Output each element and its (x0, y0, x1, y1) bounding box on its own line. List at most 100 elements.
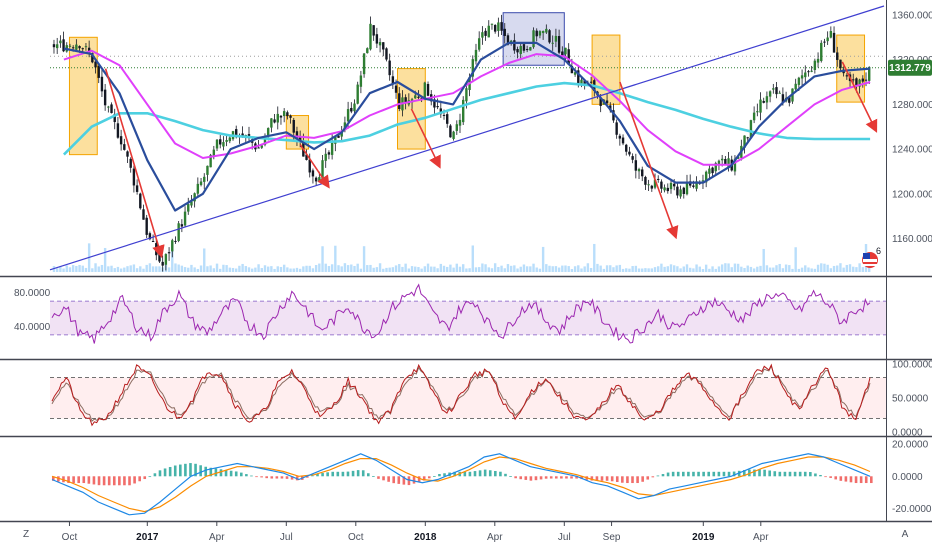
histogram-bar (824, 476, 827, 478)
volume-bar (327, 266, 331, 272)
histogram-bar (478, 470, 482, 477)
oscillator-line (51, 363, 871, 427)
hist-pane[interactable] (48, 438, 886, 520)
histogram-bar (52, 476, 55, 481)
volume-bar (174, 263, 177, 272)
volume-bar (644, 268, 647, 272)
price-tick-label: 1280.000 (892, 100, 932, 111)
candle-body (241, 133, 244, 137)
histogram-bar (290, 476, 294, 480)
candle-body (548, 30, 551, 43)
volume-bar (484, 264, 487, 272)
volume-bar (810, 268, 813, 272)
histogram-bar (758, 469, 761, 477)
histogram-bar (753, 469, 756, 477)
volume-bar (263, 265, 267, 272)
last-price-label: 1312.779 (889, 63, 931, 74)
volume-bar (727, 263, 730, 272)
histogram-bar (250, 475, 253, 477)
candle-body (564, 47, 567, 55)
candle-body (676, 186, 679, 196)
histogram-bar (163, 468, 167, 477)
candle-body (382, 42, 385, 50)
volume-bar (113, 268, 116, 272)
histogram-bar (554, 476, 558, 479)
candle-body (308, 159, 311, 173)
volume-bar (804, 265, 807, 272)
candle-body (580, 79, 583, 85)
histogram-bar (468, 471, 472, 477)
candle-body (337, 135, 340, 138)
volume-bar (781, 268, 785, 272)
candle-body (781, 94, 785, 103)
candle-body (778, 92, 781, 94)
auto-scale-button[interactable]: A (902, 529, 909, 540)
candle-body (171, 240, 174, 252)
volume-bar (768, 267, 772, 272)
oscillator-line (51, 283, 871, 344)
volume-bar (404, 263, 407, 272)
volume-bar (858, 263, 861, 272)
histogram-bar (676, 471, 680, 477)
volume-bar (126, 266, 129, 272)
volume-bar (736, 263, 740, 272)
candle-body (657, 178, 660, 180)
candle-body (353, 103, 356, 112)
osc2-pane[interactable] (48, 361, 886, 435)
candle-body (733, 158, 737, 172)
price-tick-label: 1200.000 (892, 189, 932, 200)
candle-body (561, 51, 564, 56)
candle-body (545, 28, 548, 33)
volume-bar (394, 265, 398, 272)
volume-bar (580, 268, 583, 272)
volume-bar (583, 266, 586, 272)
candle-body (436, 106, 439, 108)
volume-bar (270, 266, 273, 272)
histogram-bar (224, 469, 228, 477)
histogram-bar (77, 476, 81, 484)
histogram-bar (600, 476, 604, 481)
candle-body (167, 252, 171, 254)
oscillator-1 (50, 283, 886, 344)
candle-body (538, 31, 542, 36)
volume-bar (254, 267, 257, 272)
zoom-button[interactable]: Z (23, 529, 29, 540)
histogram-bar (367, 473, 370, 477)
candle-body (321, 160, 324, 180)
candle-body (423, 82, 427, 99)
candle-body (91, 53, 94, 63)
time-tick-label: Jul (280, 532, 293, 543)
candle-body (375, 34, 379, 44)
time-tick-label: Apr (209, 532, 225, 543)
histogram-bar (346, 471, 350, 477)
candle-body (388, 60, 391, 76)
volume-bar (861, 267, 865, 272)
candle-body (378, 42, 382, 46)
histogram-bar (87, 476, 91, 484)
candle-body (625, 144, 628, 152)
hist-tick-label: 0.0000 (892, 472, 923, 483)
flag-badge[interactable]: 6 (862, 246, 881, 268)
volume-bar (250, 268, 254, 272)
osc1-pane[interactable] (48, 278, 886, 358)
volume-bar (676, 266, 679, 272)
volume-bar (657, 266, 660, 272)
volume-bar (500, 265, 503, 272)
candle-body (634, 160, 638, 171)
histogram-bar (255, 476, 258, 478)
candle-body (858, 79, 861, 87)
histogram-bar (529, 476, 533, 481)
candle-body (746, 137, 749, 139)
candle-body (292, 119, 295, 133)
histogram-bar (118, 476, 121, 486)
histogram-bar (626, 476, 629, 484)
volume-bar (346, 265, 350, 272)
candle-body (714, 163, 717, 172)
volume-bar (641, 268, 644, 272)
candle-body (692, 185, 695, 187)
histogram-bar (610, 476, 614, 482)
volume-bar (855, 267, 858, 272)
histogram-bar (636, 476, 639, 484)
volume-bar (538, 268, 542, 272)
